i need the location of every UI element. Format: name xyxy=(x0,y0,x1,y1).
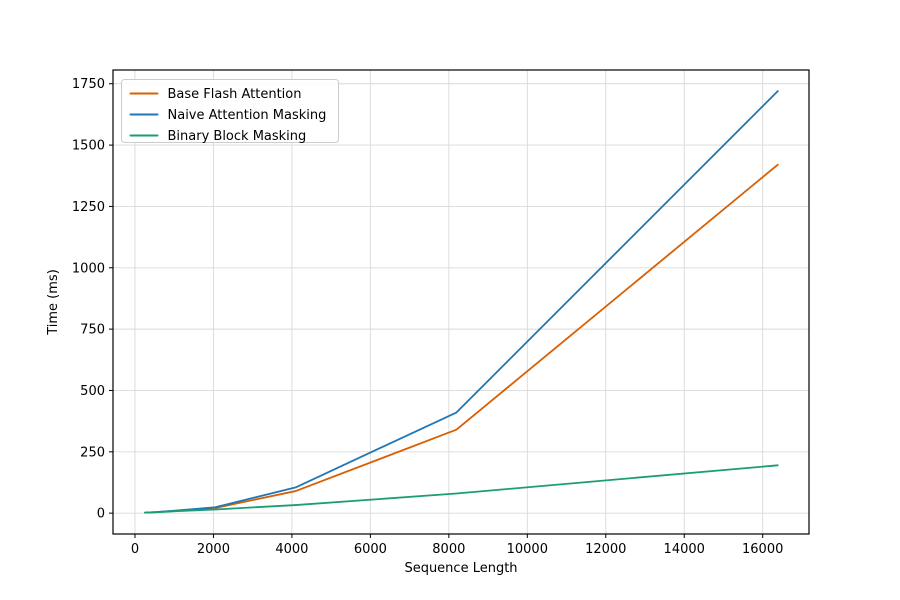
y-tick-label: 250 xyxy=(80,445,105,460)
legend-label: Binary Block Masking xyxy=(168,129,307,144)
y-axis-label: Time (ms) xyxy=(46,269,61,336)
y-tick-label: 0 xyxy=(97,507,105,522)
x-axis-label: Sequence Length xyxy=(404,561,517,576)
legend-label: Naive Attention Masking xyxy=(168,108,327,123)
x-tick-label: 2000 xyxy=(197,542,230,557)
y-tick-label: 1750 xyxy=(72,77,105,92)
y-tick-label: 1000 xyxy=(72,261,105,276)
x-tick-label: 6000 xyxy=(354,542,387,557)
x-tick-label: 14000 xyxy=(664,542,705,557)
y-tick-label: 1500 xyxy=(72,139,105,154)
x-tick-label: 16000 xyxy=(742,542,783,557)
axes-spines xyxy=(112,69,810,535)
y-tick-label: 500 xyxy=(80,384,105,399)
legend-box xyxy=(121,79,339,143)
x-tick-label: 12000 xyxy=(585,542,626,557)
x-tick-label: 0 xyxy=(131,542,139,557)
y-tick-label: 750 xyxy=(80,323,105,338)
x-tick-label: 8000 xyxy=(432,542,465,557)
y-tick-label: 1250 xyxy=(72,200,105,215)
legend-label: Base Flash Attention xyxy=(168,87,302,102)
x-tick-label: 4000 xyxy=(275,542,308,557)
x-tick-label: 10000 xyxy=(507,542,548,557)
axes-background xyxy=(113,70,809,534)
series-line-binary-block-masking xyxy=(144,464,779,514)
